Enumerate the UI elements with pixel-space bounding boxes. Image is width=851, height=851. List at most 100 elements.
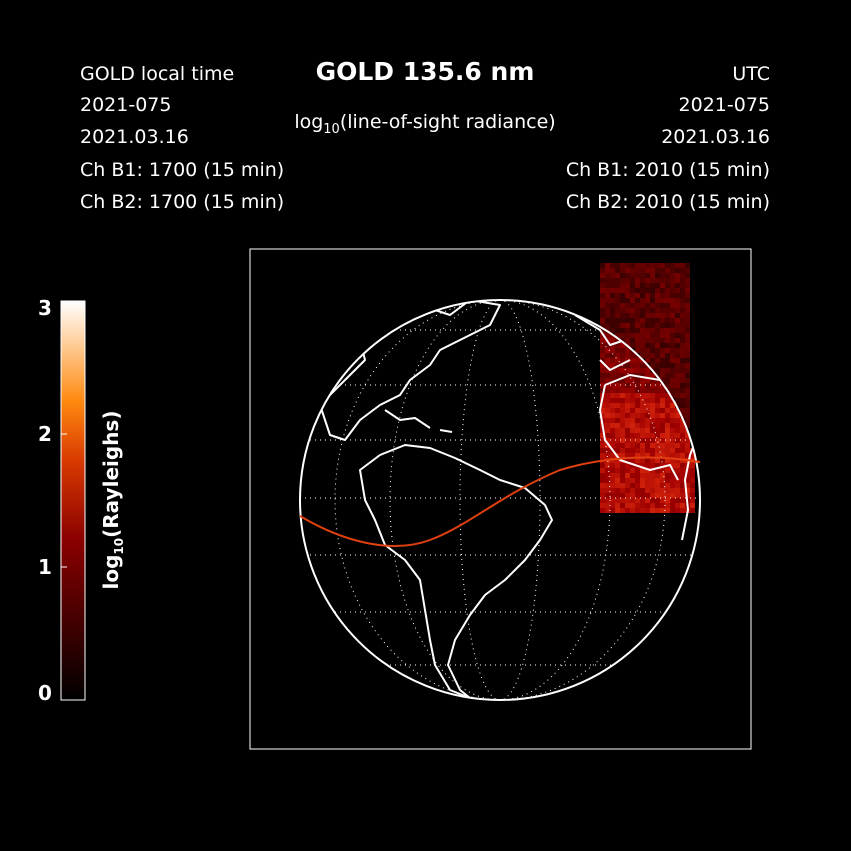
swath-pixel — [635, 398, 640, 403]
swath-pixel — [605, 373, 610, 378]
swath-pixel — [670, 353, 675, 358]
swath-pixel — [670, 388, 675, 393]
swath-pixel — [675, 423, 680, 428]
swath-pixel — [650, 488, 655, 493]
swath-pixel — [660, 403, 665, 408]
swath-pixel — [630, 283, 635, 288]
swath-pixel — [680, 328, 685, 333]
swath-pixel — [655, 428, 660, 433]
swath-pixel — [605, 268, 610, 273]
swath-pixel — [650, 433, 655, 438]
swath-pixel — [620, 378, 625, 383]
swath-pixel — [675, 343, 680, 348]
swath-pixel — [670, 383, 675, 388]
swath-pixel — [610, 413, 615, 418]
swath-pixel — [685, 453, 690, 458]
swath-pixel — [655, 433, 660, 438]
swath-pixel — [630, 338, 635, 343]
swath-pixel — [620, 508, 625, 513]
swath-pixel — [635, 428, 640, 433]
swath-pixel — [655, 478, 660, 483]
swath-pixel — [645, 293, 650, 298]
swath-pixel — [670, 278, 675, 283]
swath-pixel — [650, 338, 655, 343]
swath-pixel — [655, 463, 660, 468]
swath-pixel — [615, 373, 620, 378]
swath-pixel — [615, 293, 620, 298]
swath-pixel — [650, 458, 655, 463]
swath-pixel — [660, 463, 665, 468]
swath-pixel — [660, 453, 665, 458]
swath-pixel — [640, 363, 645, 368]
swath-pixel — [605, 388, 610, 393]
swath-pixel — [605, 303, 610, 308]
swath-pixel — [635, 283, 640, 288]
swath-pixel — [605, 508, 610, 513]
swath-pixel — [680, 468, 685, 473]
swath-pixel — [600, 283, 605, 288]
swath-pixel — [665, 488, 670, 493]
swath-pixel — [660, 498, 665, 503]
swath-pixel — [635, 503, 640, 508]
swath-pixel — [645, 398, 650, 403]
swath-pixel — [660, 443, 665, 448]
swath-pixel — [685, 408, 690, 413]
swath-pixel — [665, 468, 670, 473]
swath-pixel — [685, 393, 690, 398]
swath-pixel — [660, 413, 665, 418]
swath-pixel — [665, 348, 670, 353]
swath-pixel — [630, 318, 635, 323]
swath-pixel — [615, 353, 620, 358]
swath-pixel — [640, 328, 645, 333]
swath-pixel — [630, 343, 635, 348]
swath-pixel — [670, 443, 675, 448]
swath-pixel — [645, 278, 650, 283]
swath-pixel — [685, 298, 690, 303]
swath-pixel — [665, 458, 670, 463]
swath-pixel — [610, 458, 615, 463]
swath-pixel — [680, 483, 685, 488]
swath-pixel — [650, 348, 655, 353]
swath-pixel — [600, 463, 605, 468]
swath-pixel — [680, 473, 685, 478]
swath-pixel — [620, 318, 625, 323]
swath-pixel — [605, 383, 610, 388]
swath-pixel — [605, 413, 610, 418]
swath-pixel — [655, 398, 660, 403]
swath-pixel — [645, 443, 650, 448]
swath-pixel — [665, 448, 670, 453]
swath-pixel — [650, 273, 655, 278]
swath-pixel — [685, 283, 690, 288]
swath-pixel — [645, 508, 650, 513]
swath-pixel — [620, 488, 625, 493]
swath-pixel — [680, 408, 685, 413]
swath-pixel — [630, 418, 635, 423]
swath-pixel — [665, 263, 670, 268]
swath-pixel — [620, 498, 625, 503]
swath-pixel — [670, 393, 675, 398]
swath-pixel — [670, 348, 675, 353]
swath-pixel — [600, 338, 605, 343]
swath-pixel — [635, 273, 640, 278]
swath-pixel — [610, 348, 615, 353]
swath-pixel — [675, 443, 680, 448]
swath-pixel — [635, 313, 640, 318]
swath-pixel — [625, 283, 630, 288]
swath-pixel — [655, 263, 660, 268]
swath-pixel — [640, 313, 645, 318]
swath-pixel — [605, 358, 610, 363]
swath-pixel — [645, 493, 650, 498]
swath-pixel — [640, 348, 645, 353]
swath-pixel — [610, 293, 615, 298]
swath-pixel — [600, 488, 605, 493]
swath-pixel — [655, 323, 660, 328]
swath-pixel — [640, 293, 645, 298]
swath-pixel — [675, 428, 680, 433]
swath-pixel — [665, 298, 670, 303]
swath-pixel — [650, 283, 655, 288]
swath-pixel — [690, 453, 695, 458]
swath-pixel — [630, 288, 635, 293]
swath-pixel — [635, 438, 640, 443]
swath-pixel — [625, 278, 630, 283]
swath-pixel — [670, 303, 675, 308]
